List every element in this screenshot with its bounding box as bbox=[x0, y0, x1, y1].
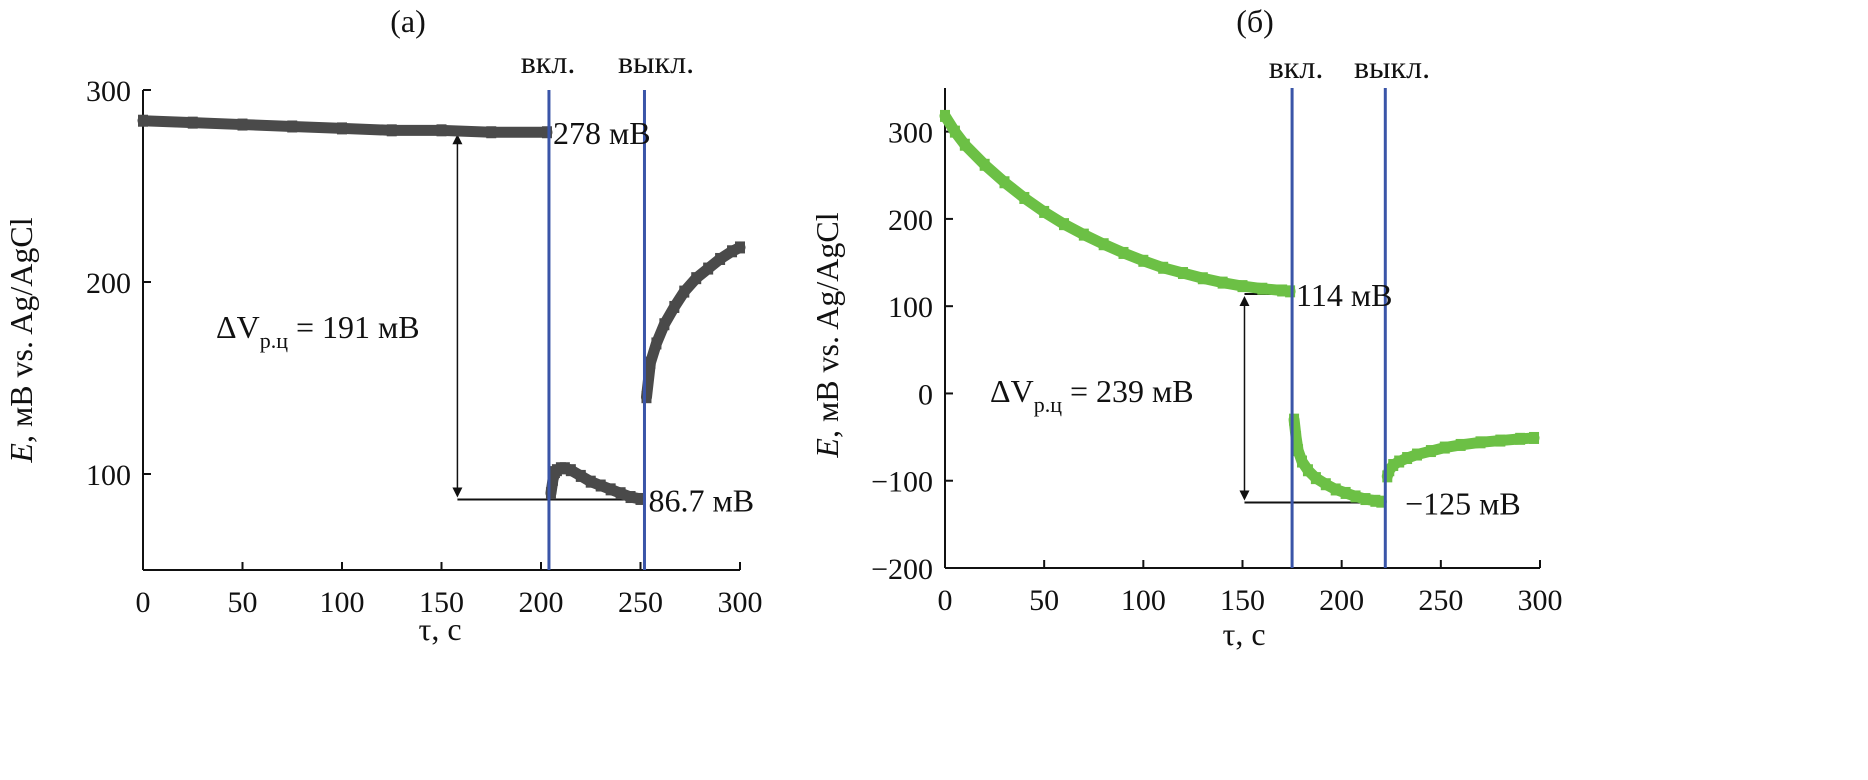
panel-b-annotation-1: −125 мВ bbox=[1405, 486, 1521, 522]
panel-b-y-tick-label-0: −200 bbox=[871, 553, 933, 586]
panel-b-delta-prefix: ΔV bbox=[990, 373, 1034, 409]
panel-b-x-tick-label-0: 0 bbox=[938, 584, 953, 617]
panel-a-delta-label: ΔVр.ц = 191 мВ bbox=[216, 309, 420, 353]
panel-b-x-tick-label-4: 200 bbox=[1319, 584, 1364, 617]
panel-a-label: (а) bbox=[390, 3, 426, 39]
panel-a-series-on-line bbox=[545, 462, 646, 505]
panel-a-x-tick-label-5: 250 bbox=[618, 586, 663, 619]
panel-a-y-tick-label-0: 100 bbox=[86, 459, 131, 492]
panel-b-x-tick-label-2: 100 bbox=[1121, 584, 1166, 617]
panel-b-y-tick-label-5: 300 bbox=[888, 117, 933, 150]
panel-b-delta-label: ΔVр.ц = 239 мВ bbox=[990, 373, 1194, 417]
panel-a-delta-arrow-head-bottom bbox=[452, 487, 463, 498]
panel-a-delta-subscript: р.ц bbox=[260, 328, 289, 353]
panel-b-y-tick-label-4: 200 bbox=[888, 204, 933, 237]
panel-b-ylabel: E, мВ vs. Ag/AgCl bbox=[809, 212, 845, 458]
panel-a-x-tick-label-1: 50 bbox=[228, 586, 258, 619]
panel-b-ylabel-symbol: E bbox=[809, 438, 845, 459]
panel-b-switch-off-label: выкл. bbox=[1354, 49, 1430, 85]
panel-a-annotation-1: 86.7 мВ bbox=[648, 483, 754, 519]
panel-a-series-before-line bbox=[137, 115, 553, 138]
panel-a-delta-arrow-head-top bbox=[452, 134, 463, 145]
panel-b-label: (б) bbox=[1236, 3, 1274, 39]
panel-b-delta-suffix: = 239 мВ bbox=[1062, 373, 1194, 409]
panel-b-delta-subscript: р.ц bbox=[1034, 392, 1063, 417]
panel-a-x-tick-label-4: 200 bbox=[519, 586, 564, 619]
panel-a-ylabel: E, мВ vs. Ag/AgCl bbox=[3, 217, 39, 463]
panel-a-y-tick-label-1: 200 bbox=[86, 267, 131, 300]
panel-a-xlabel: τ, с bbox=[418, 611, 461, 647]
panel-b-x-tick-label-1: 50 bbox=[1029, 584, 1059, 617]
panel-a-annotation-0: 278 мВ bbox=[553, 115, 651, 151]
panel-a-y-tick-label-2: 300 bbox=[86, 75, 131, 108]
panel-b-switch-on-label: вкл. bbox=[1269, 49, 1324, 85]
panel-a-x-tick-label-2: 100 bbox=[320, 586, 365, 619]
panel-a-delta-prefix: ΔV bbox=[216, 309, 260, 345]
panel-b-x-tick-label-6: 300 bbox=[1518, 584, 1563, 617]
panel-b-y-tick-label-3: 100 bbox=[888, 291, 933, 324]
panel-b-series-before-line bbox=[939, 110, 1296, 297]
panel-a-ylabel-rest: , мВ vs. Ag/AgCl bbox=[3, 217, 39, 443]
panel-b-series-on-line bbox=[1288, 414, 1387, 508]
panel-b-xlabel: τ, с bbox=[1222, 616, 1265, 652]
panel-a-delta-suffix: = 191 мВ bbox=[288, 309, 420, 345]
panel-b-delta-arrow-head-bottom bbox=[1239, 490, 1250, 501]
panel-b-ylabel-rest: , мВ vs. Ag/AgCl bbox=[809, 212, 845, 438]
panel-a-x-tick-label-3: 150 bbox=[419, 586, 464, 619]
panel-a-series-off-line bbox=[640, 241, 746, 403]
panel-a-x-tick-label-6: 300 bbox=[718, 586, 763, 619]
chart-panel-a: (а) E, мВ vs. Ag/AgCl τ, с ΔVр.ц = 191 м… bbox=[3, 3, 763, 647]
panel-a-ylabel-symbol: E bbox=[3, 443, 39, 464]
panel-b-annotation-0: 114 мВ bbox=[1296, 277, 1392, 313]
panel-b-series-off-line bbox=[1381, 432, 1540, 482]
panel-a-x-tick-label-0: 0 bbox=[136, 586, 151, 619]
panel-b-x-tick-label-5: 250 bbox=[1418, 584, 1463, 617]
panel-b-delta-arrow-head-top bbox=[1239, 295, 1250, 306]
panel-b-y-tick-label-1: −100 bbox=[871, 466, 933, 499]
chart-panel-b: (б) E, мВ vs. Ag/AgCl τ, с ΔVр.ц = 239 м… bbox=[809, 3, 1563, 652]
panel-a-switch-on-label: вкл. bbox=[521, 44, 576, 80]
panel-b-y-tick-label-2: 0 bbox=[918, 378, 933, 411]
panel-b-x-tick-label-3: 150 bbox=[1220, 584, 1265, 617]
panel-a-switch-off-label: выкл. bbox=[618, 44, 694, 80]
